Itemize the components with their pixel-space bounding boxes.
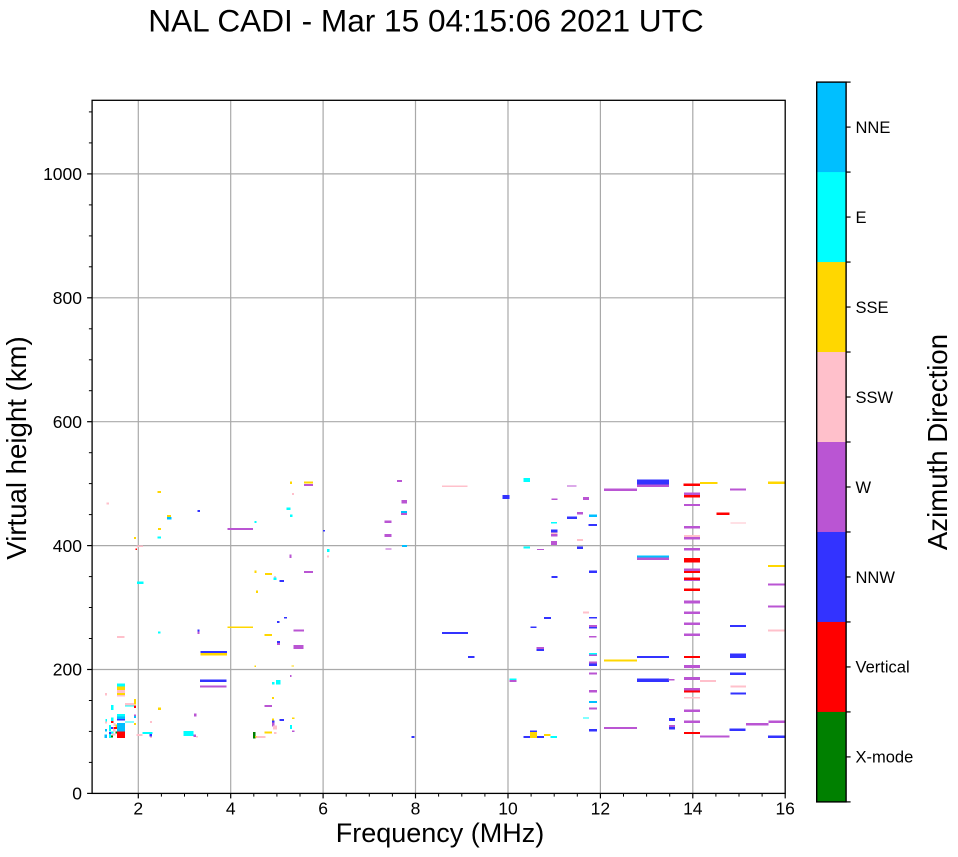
svg-text:6: 6 [318, 799, 328, 819]
svg-text:12: 12 [591, 799, 610, 819]
svg-text:14: 14 [683, 799, 703, 819]
svg-text:1000: 1000 [43, 164, 82, 184]
svg-text:2: 2 [133, 799, 143, 819]
svg-text:NNW: NNW [856, 569, 896, 587]
svg-text:4: 4 [226, 799, 236, 819]
svg-text:10: 10 [498, 799, 518, 819]
svg-text:SSE: SSE [856, 299, 889, 317]
svg-text:Frequency (MHz): Frequency (MHz) [336, 818, 545, 848]
svg-text:600: 600 [53, 412, 82, 432]
svg-text:E: E [856, 209, 867, 227]
svg-text:8: 8 [411, 799, 421, 819]
svg-text:Virtual height (km): Virtual height (km) [1, 336, 32, 559]
svg-text:0: 0 [72, 784, 82, 804]
svg-text:NNE: NNE [856, 119, 891, 137]
svg-text:Vertical: Vertical [856, 659, 910, 677]
svg-text:200: 200 [53, 660, 82, 680]
svg-text:W: W [856, 479, 872, 497]
svg-text:16: 16 [775, 799, 794, 819]
svg-text:X-mode: X-mode [856, 749, 914, 767]
svg-text:NAL CADI - Mar 15 04:15:06 202: NAL CADI - Mar 15 04:15:06 2021 UTC [148, 3, 703, 39]
svg-text:400: 400 [53, 536, 82, 556]
svg-text:SSW: SSW [856, 389, 894, 407]
svg-text:Azimuth Direction: Azimuth Direction [922, 334, 953, 550]
svg-text:800: 800 [53, 288, 82, 308]
